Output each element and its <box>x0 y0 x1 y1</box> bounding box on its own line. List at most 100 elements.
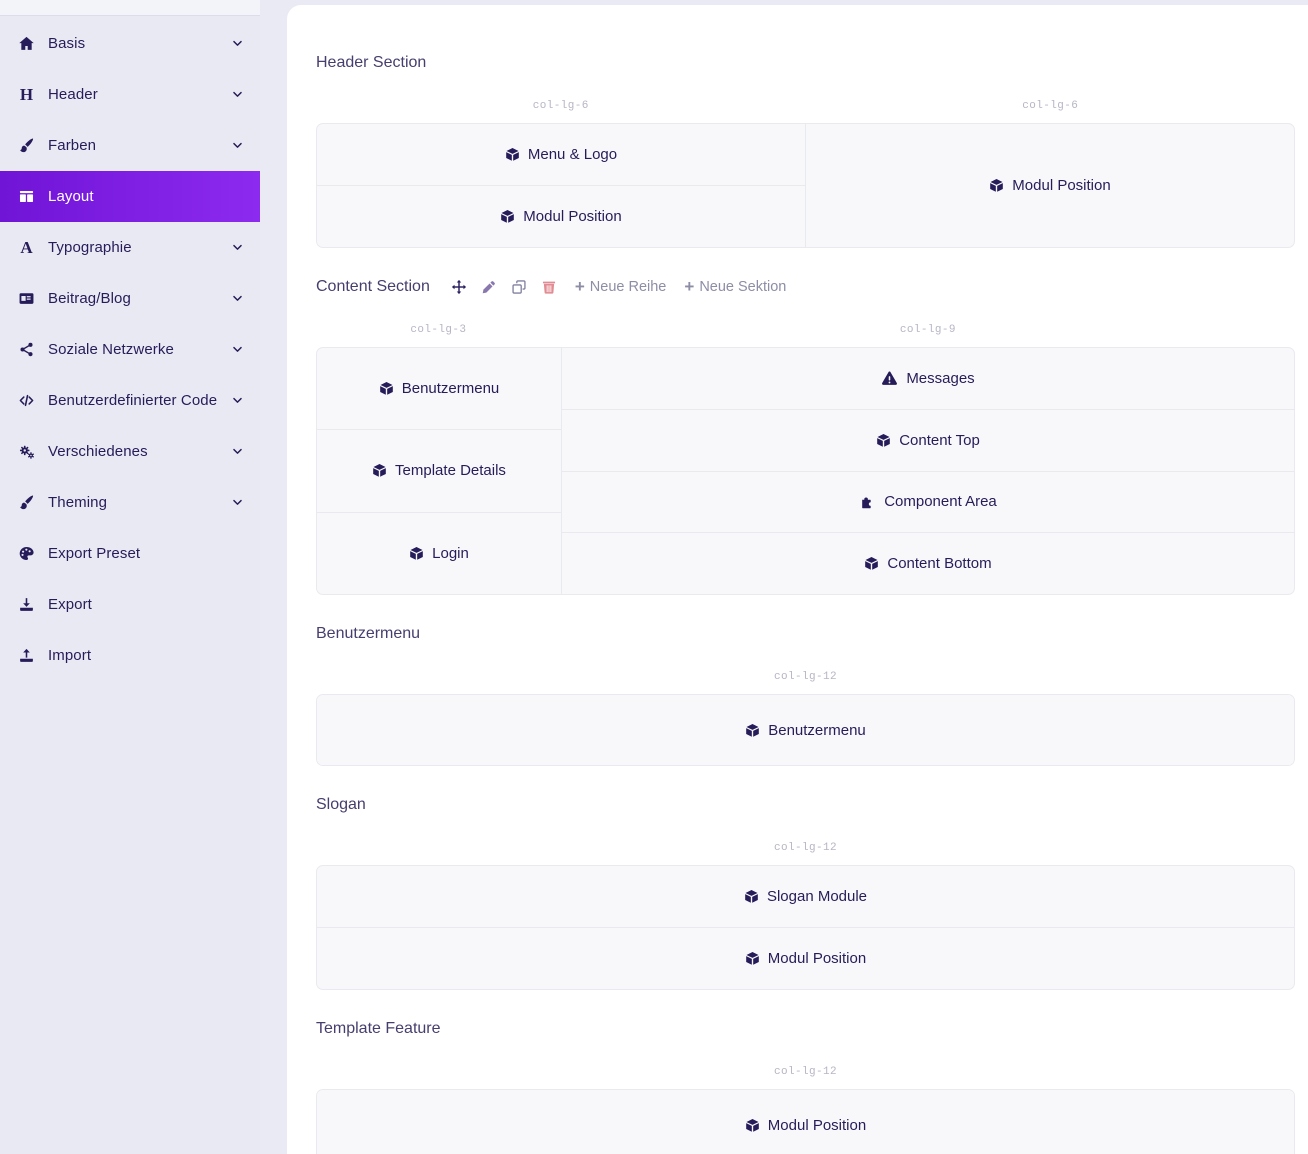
upload-icon <box>16 646 37 666</box>
move-icon[interactable] <box>451 279 467 295</box>
sidebar-item-beitrag-blog[interactable]: Beitrag/Blog <box>0 273 260 324</box>
chevron-down-icon <box>231 88 244 101</box>
column-size-label: col-lg-9 <box>899 324 956 336</box>
sidebar-item-export-preset[interactable]: Export Preset <box>0 528 260 579</box>
module-modul-position[interactable]: Modul Position <box>317 1090 1294 1154</box>
heading-icon: H <box>19 85 34 104</box>
palette-icon <box>16 544 37 564</box>
sidebar-item-label: Beitrag/Blog <box>48 290 131 307</box>
new-row-button[interactable]: + Neue Reihe <box>575 278 667 295</box>
cube-icon <box>876 433 891 448</box>
cube-icon <box>505 147 520 162</box>
module-content-top[interactable]: Content Top <box>562 409 1294 471</box>
sidebar-item-label: Benutzerdefinierter Code <box>48 392 218 409</box>
sidebar-item-label: Theming <box>48 494 108 511</box>
column-size-label: col-lg-12 <box>773 671 837 683</box>
sidebar-item-basis[interactable]: Basis <box>0 18 260 69</box>
sidebar-item-verschiedenes[interactable]: Verschiedenes <box>0 426 260 477</box>
home-icon <box>16 34 37 54</box>
sidebar-item-label: Typographie <box>48 239 132 256</box>
column-size-label: col-lg-6 <box>532 100 589 112</box>
sidebar-item-soziale-netzwerke[interactable]: Soziale Netzwerke <box>0 324 260 375</box>
section-title-benutzermenu: Benutzermenu <box>316 625 421 642</box>
sidebar-item-benutzerdefinierter-code[interactable]: Benutzerdefinierter Code <box>0 375 260 426</box>
chevron-down-icon <box>231 139 244 152</box>
module-label: Benutzermenu <box>401 380 500 398</box>
sidebar-item-label: Import <box>48 647 92 664</box>
cube-icon <box>500 209 515 224</box>
sidebar-item-label: Basis <box>48 35 86 52</box>
benutzermenu-grid: Benutzermenu <box>316 694 1295 766</box>
sidebar-item-farben[interactable]: Farben <box>0 120 260 171</box>
chevron-down-icon <box>231 496 244 509</box>
chevron-down-icon <box>231 292 244 305</box>
chevron-down-icon <box>231 241 244 254</box>
column-size-labels: col-lg-3 col-lg-9 <box>316 324 1295 337</box>
sidebar-item-label: Header <box>48 86 98 103</box>
layout-builder-card: Header Section col-lg-6 col-lg-6 Menu & … <box>287 5 1308 1154</box>
sidebar-item-label: Verschiedenes <box>48 443 148 460</box>
module-modul-position[interactable]: Modul Position <box>317 928 1294 989</box>
module-modul-position[interactable]: Modul Position <box>317 186 805 247</box>
cube-icon <box>745 951 760 966</box>
paint-brush-icon <box>16 493 37 513</box>
sidebar-item-header[interactable]: H Header <box>0 69 260 120</box>
sidebar-item-typographie[interactable]: A Typographie <box>0 222 260 273</box>
module-content-bottom[interactable]: Content Bottom <box>562 533 1294 594</box>
module-label: Template Details <box>395 462 506 480</box>
chevron-down-icon <box>231 343 244 356</box>
sidebar-item-theming[interactable]: Theming <box>0 477 260 528</box>
module-label: Slogan Module <box>766 888 868 905</box>
column-size-labels: col-lg-12 <box>316 1066 1295 1079</box>
delete-icon[interactable] <box>541 279 557 295</box>
new-row-label: Neue Reihe <box>589 278 667 295</box>
content-left-column: Benutzermenu Template Details Login <box>317 348 561 594</box>
module-modul-position[interactable]: Modul Position <box>806 124 1294 247</box>
module-label: Login <box>432 544 469 562</box>
clone-icon[interactable] <box>511 279 527 295</box>
module-benutzermenu[interactable]: Benutzermenu <box>317 695 1294 765</box>
sidebar-item-label: Soziale Netzwerke <box>48 341 174 358</box>
chevron-down-icon <box>231 394 244 407</box>
column-size-labels: col-lg-12 <box>316 671 1295 684</box>
content-section-title-row: Content Section + Neue Reihe + Neue Sekt… <box>316 277 1295 296</box>
module-slogan-module[interactable]: Slogan Module <box>317 866 1294 927</box>
new-section-button[interactable]: + Neue Sektion <box>684 276 786 296</box>
chevron-down-icon <box>231 445 244 458</box>
share-icon <box>16 340 37 360</box>
module-label: Benutzermenu <box>768 721 866 739</box>
cube-icon <box>744 889 759 904</box>
column-size-label: col-lg-6 <box>1022 100 1079 112</box>
module-label: Modul Position <box>1012 177 1111 194</box>
sidebar-item-export[interactable]: Export <box>0 579 260 630</box>
column-size-label: col-lg-3 <box>410 324 467 336</box>
module-component-area[interactable]: Component Area <box>562 471 1294 533</box>
cube-icon <box>745 723 760 738</box>
column-size-label: col-lg-12 <box>773 842 837 854</box>
code-icon <box>16 391 37 411</box>
module-menu-logo[interactable]: Menu & Logo <box>317 124 805 185</box>
sidebar-top-strip <box>0 0 260 16</box>
cube-icon <box>989 178 1004 193</box>
column-size-label: col-lg-12 <box>773 1066 837 1078</box>
sidebar-item-import[interactable]: Import <box>0 630 260 681</box>
module-benutzermenu[interactable]: Benutzermenu <box>317 348 561 430</box>
module-login[interactable]: Login <box>317 512 561 594</box>
module-messages[interactable]: Messages <box>562 348 1294 409</box>
sidebar-item-label: Farben <box>48 137 97 154</box>
sidebar-item-layout[interactable]: Layout <box>0 171 260 222</box>
module-template-details[interactable]: Template Details <box>317 430 561 512</box>
exclamation-triangle-icon <box>881 370 898 387</box>
content-right-column: Messages Content Top Component Area Cont… <box>562 348 1294 594</box>
header-section-grid: Menu & Logo Modul Position Modul Positio… <box>316 123 1295 248</box>
newspaper-icon <box>16 289 37 309</box>
slogan-grid: Slogan Module Modul Position <box>316 865 1295 990</box>
content-section-grid: Benutzermenu Template Details Login Mess… <box>316 347 1295 595</box>
plus-icon: + <box>684 276 695 296</box>
module-label: Modul Position <box>767 950 867 967</box>
columns-icon <box>16 187 37 207</box>
font-icon: A <box>20 238 33 257</box>
paint-brush-icon <box>16 136 37 156</box>
edit-icon[interactable] <box>481 279 497 295</box>
cogs-icon <box>16 442 37 462</box>
